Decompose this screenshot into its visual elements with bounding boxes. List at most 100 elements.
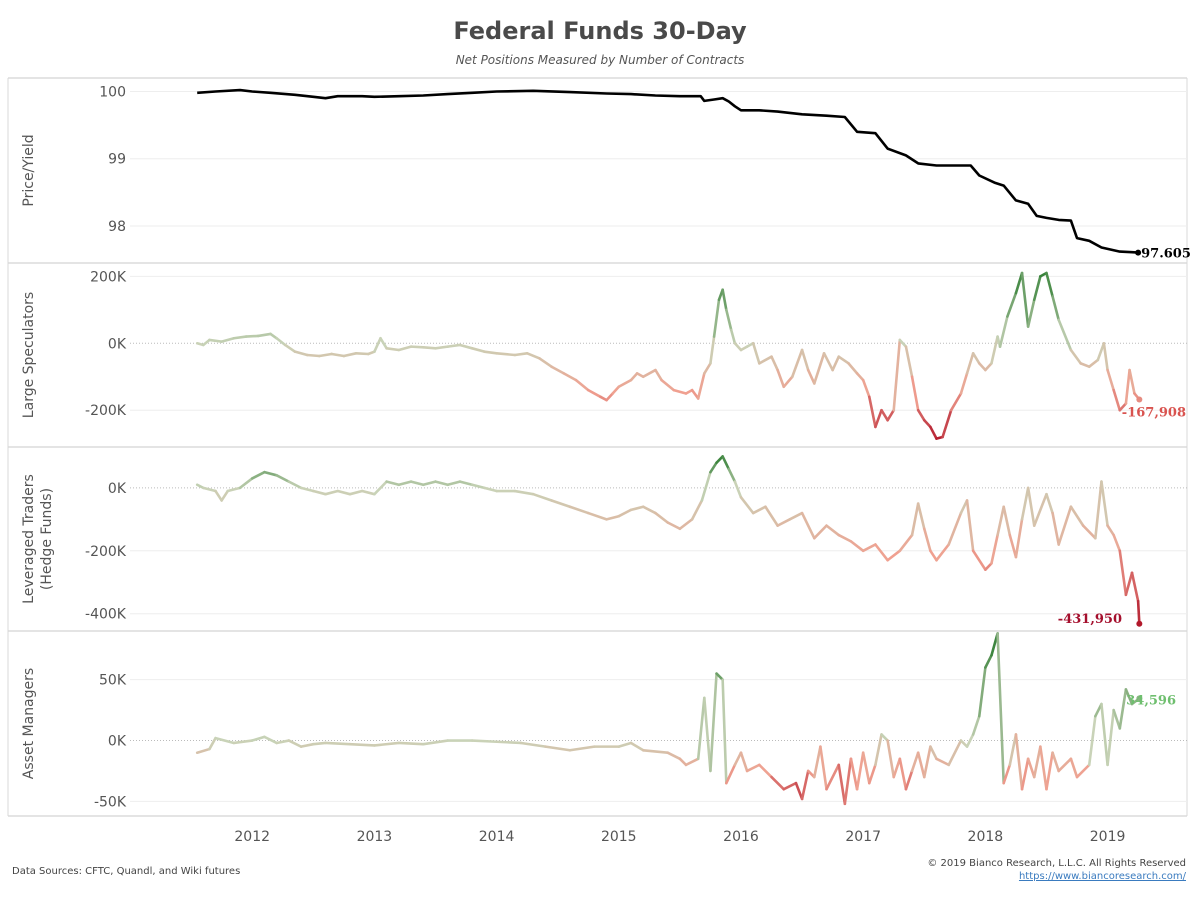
large-speculators-series-segment (1069, 348, 1082, 365)
asset-managers-series-segment (703, 696, 712, 773)
leveraged-traders-series-segment (470, 483, 486, 490)
website-link[interactable]: https://www.biancoresearch.com/ (1018, 871, 1186, 882)
asset-managers-series-segment (794, 781, 804, 801)
asset-managers-series-segment (837, 763, 847, 806)
large-speculators-series-segment (550, 365, 566, 375)
leveraged-traders-series-segment (874, 543, 889, 562)
y-tick-label: 98 (108, 219, 126, 235)
x-tick-label: 2017 (845, 829, 881, 845)
leveraged-traders-series-segment (250, 470, 266, 480)
asset-managers-series-segment (544, 745, 572, 752)
asset-managers-series-segment (886, 739, 896, 779)
leveraged-traders-series-segment (965, 499, 975, 553)
large-speculators-series-segment (586, 388, 602, 399)
asset-managers-series-segment (965, 733, 975, 748)
leveraged-traders-series-segment (226, 486, 242, 493)
asset-managers-series-segment (1002, 763, 1012, 785)
leveraged-traders-series-segment (1008, 533, 1018, 559)
asset-managers-series-segment (311, 741, 327, 746)
leveraged-traders-series-segment (910, 502, 920, 537)
last-value-label: 34,596 (1126, 693, 1176, 708)
leveraged-traders-series-segment (929, 549, 938, 562)
leveraged-traders-series-segment (1051, 511, 1060, 546)
asset-managers-series-segment (733, 751, 743, 767)
large-speculators-series-segment (910, 375, 920, 412)
leveraged-traders-series-segment (654, 511, 669, 524)
leveraged-traders-series-segment (1020, 486, 1030, 521)
leveraged-traders-series-segment (990, 533, 999, 565)
large-speculators-series-segment (1057, 318, 1073, 352)
large-speculators-series-segment (409, 345, 425, 349)
leveraged-traders-series-segment (409, 480, 425, 487)
large-speculators-series-segment (998, 315, 1009, 348)
x-tick-label: 2012 (234, 829, 270, 845)
large-speculators-series-segment (916, 408, 926, 422)
large-speculators-series-segment (847, 362, 859, 375)
large-speculators-series-segment (513, 352, 529, 357)
asset-managers-series-segment (1069, 757, 1079, 779)
asset-managers-series-segment (977, 666, 987, 718)
large-speculators-series-segment (1051, 295, 1060, 322)
chart-title: Federal Funds 30-Day (453, 17, 747, 45)
large-speculators-series-segment (941, 408, 953, 439)
large-speculators-series-segment (434, 345, 450, 350)
leveraged-traders-series-segment (385, 480, 401, 487)
asset-managers-series-segment (1118, 688, 1128, 730)
large-speculators-series-segment (800, 348, 810, 372)
large-speculators-series-segment (867, 395, 877, 429)
y-tick-label: 99 (108, 152, 126, 168)
large-speculators-series-segment (813, 352, 826, 385)
asset-managers-series-segment (641, 748, 669, 755)
large-speculators-series-segment (729, 328, 737, 345)
y-tick-label: -50K (94, 794, 127, 810)
large-speculators-series-segment (709, 335, 716, 365)
leveraged-traders-series-segment (996, 505, 1006, 537)
leveraged-traders-series-segment (776, 518, 792, 527)
asset-managers-series-segment (892, 757, 902, 779)
y-axis-label: Price/Yield (21, 134, 37, 206)
leveraged-traders-series-segment (1002, 505, 1012, 537)
asset-managers-series-segment (849, 757, 859, 791)
large-speculators-series-segment (984, 362, 993, 372)
leveraged-traders-series-segment (700, 470, 712, 502)
last-value-marker (1136, 396, 1143, 403)
large-speculators-series-segment (470, 347, 486, 353)
large-speculators-series-segment (703, 362, 712, 375)
asset-managers-series-segment (195, 747, 211, 755)
y-tick-label: -400K (85, 607, 127, 623)
asset-managers-series-segment (1087, 714, 1097, 767)
leveraged-traders-series-segment (1094, 480, 1103, 540)
asset-managers-series-segment (1057, 757, 1073, 773)
asset-managers-series-segment (373, 741, 401, 747)
leveraged-traders-series-segment (666, 521, 682, 531)
asset-managers-series-segment (916, 751, 926, 779)
leveraged-traders-series-segment (1130, 571, 1140, 603)
large-speculators-series-segment (782, 375, 794, 389)
large-speculators-series-segment (421, 346, 437, 350)
asset-managers-series-segment (421, 739, 450, 746)
leveraged-traders-series-segment (263, 470, 278, 477)
large-speculators-series-segment (458, 343, 474, 350)
asset-managers-series-segment (232, 739, 254, 745)
large-speculators-series-segment (1006, 291, 1018, 318)
leveraged-traders-series-segment (916, 502, 926, 531)
leveraged-traders-series-segment (764, 505, 779, 527)
large-speculators-series-segment (770, 355, 779, 372)
leveraged-traders-series-segment (446, 480, 462, 487)
y-tick-label: -200K (85, 403, 127, 419)
leveraged-traders-series-segment (483, 486, 498, 493)
leveraged-traders-series-segment (739, 496, 755, 515)
large-speculators-series-segment (495, 352, 517, 357)
leveraged-traders-series-segment (1014, 518, 1024, 559)
large-speculators-series-segment (990, 335, 999, 365)
large-speculators-series-segment (208, 338, 223, 343)
leveraged-traders-series-segment (275, 474, 291, 483)
leveraged-traders-series-segment (690, 499, 704, 521)
large-speculators-series-segment (886, 408, 896, 422)
x-tick-label: 2018 (968, 829, 1004, 845)
asset-managers-series-segment (263, 735, 278, 745)
leveraged-traders-series-segment (837, 533, 853, 543)
leveraged-traders-series-segment (513, 489, 535, 496)
y-tick-label: 50K (99, 673, 127, 689)
large-speculators-series-segment (342, 352, 358, 358)
